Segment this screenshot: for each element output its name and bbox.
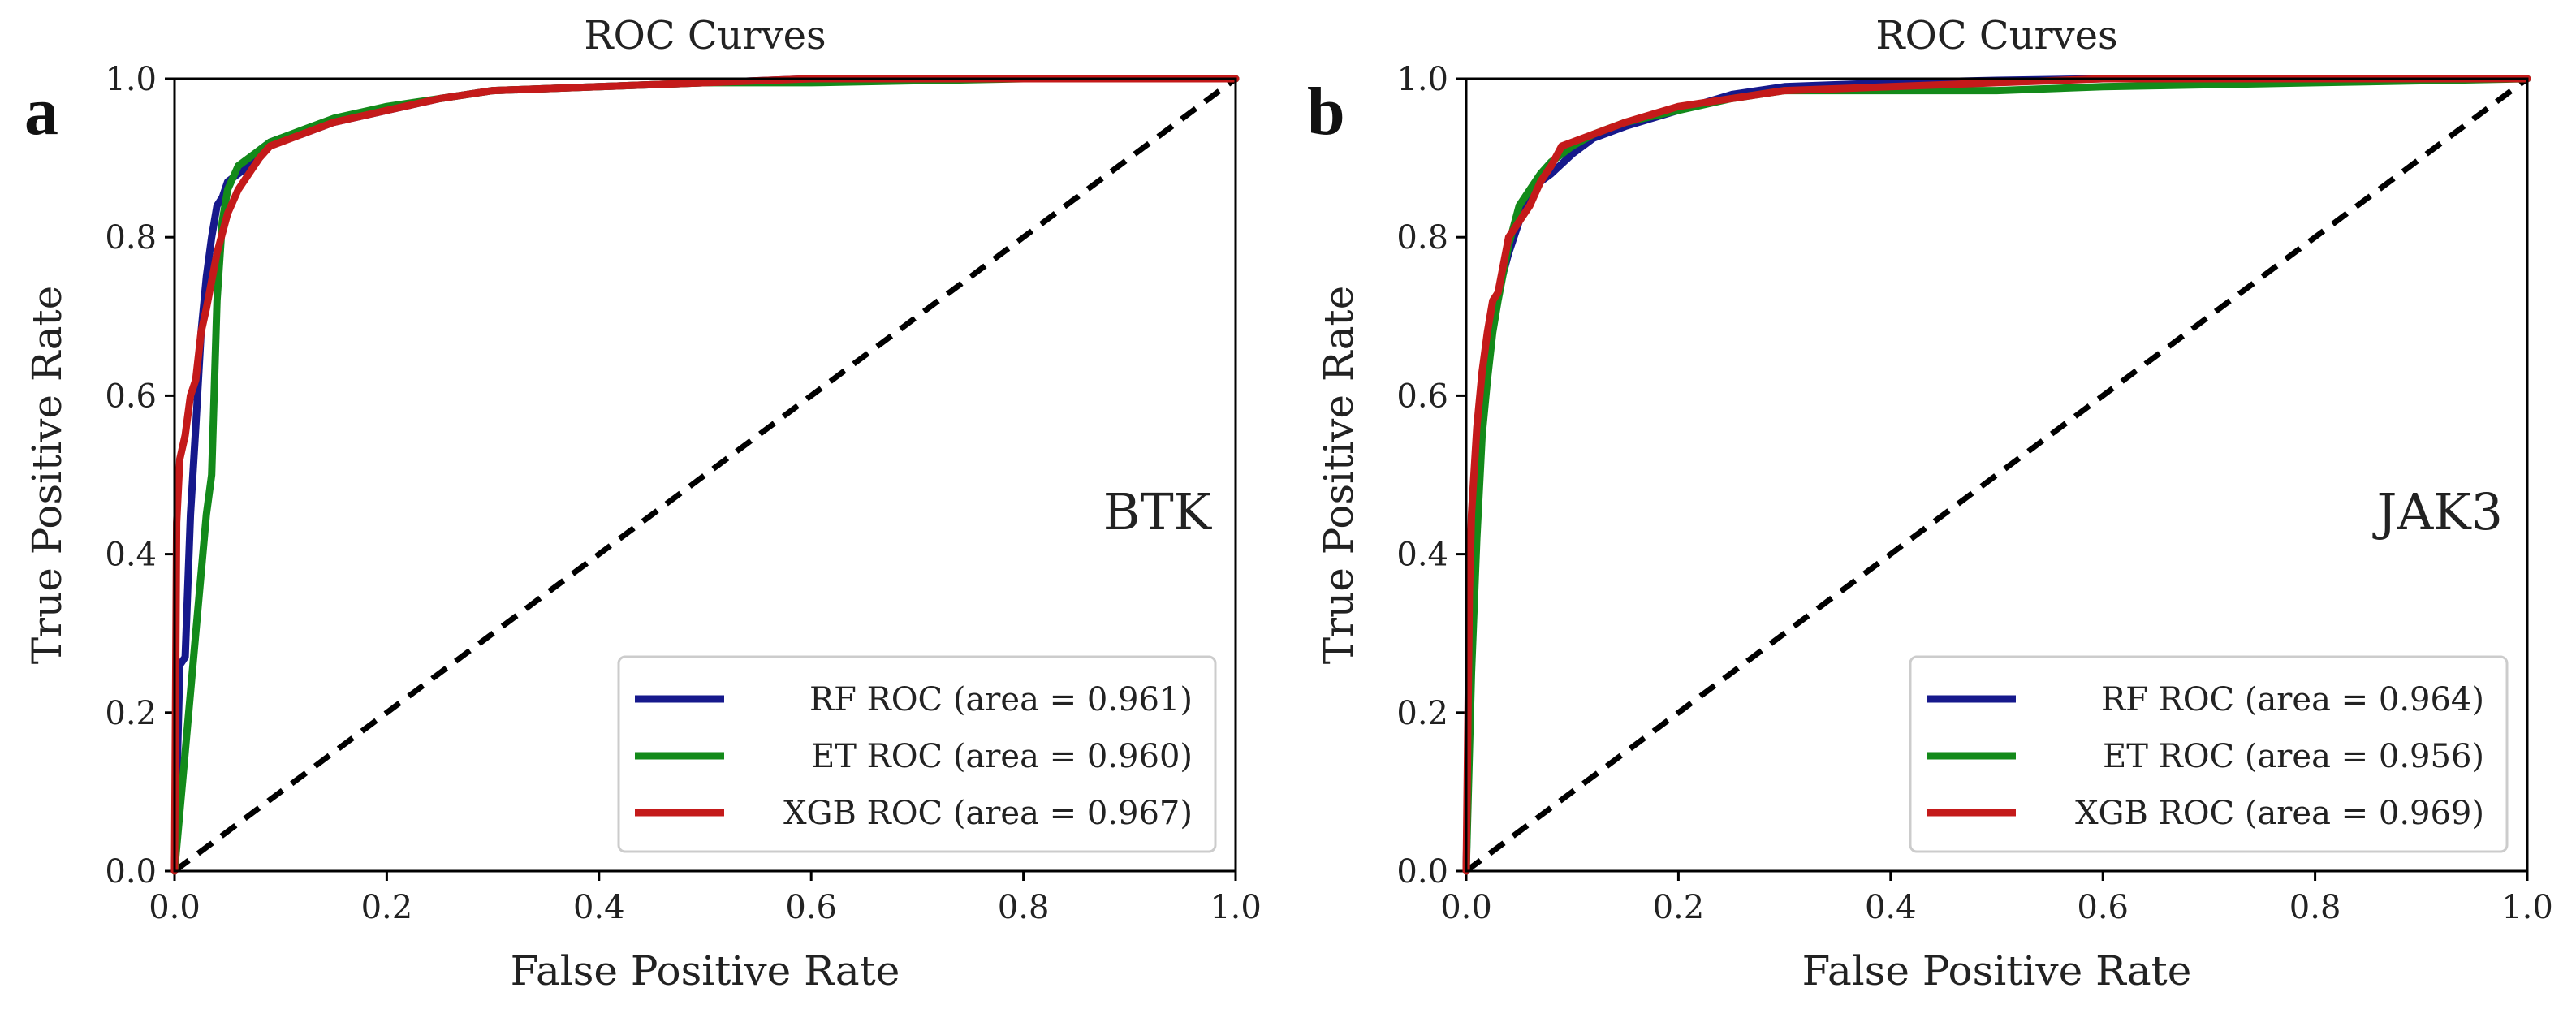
panel-letter: b bbox=[1307, 74, 1345, 149]
x-tick-label: 0.2 bbox=[361, 889, 413, 926]
x-axis-label: False Positive Rate bbox=[1802, 947, 2192, 994]
y-tick-label: 0.8 bbox=[105, 219, 157, 257]
chance-diagonal-line bbox=[1464, 76, 2530, 873]
legend-label-rf: RF ROC (area = 0.964) bbox=[2101, 681, 2484, 718]
y-axis-label: True Positive Rate bbox=[24, 286, 71, 664]
y-tick-label: 1.0 bbox=[105, 61, 157, 98]
y-tick-label: 0.0 bbox=[105, 853, 157, 891]
legend: RF ROC (area = 0.964) ET ROC (area = 0.95… bbox=[1909, 655, 2509, 853]
legend-label-rf: RF ROC (area = 0.961) bbox=[809, 681, 1193, 718]
legend-label-xgb: XGB ROC (area = 0.967) bbox=[783, 795, 1193, 832]
chart-title: ROC Curves bbox=[584, 13, 826, 58]
x-tick-label: 1.0 bbox=[2501, 889, 2553, 926]
y-tick-label: 0.2 bbox=[1396, 695, 1448, 732]
chance-diagonal-line bbox=[172, 76, 1238, 873]
y-tick-label: 0.0 bbox=[1396, 853, 1448, 891]
x-tick-label: 0.6 bbox=[785, 889, 837, 926]
roc-panel-b: ROC Curves b 0.0 0.2 0.4 0.6 0.8 1.0 0.0 0.2 0.4 0.… bbox=[1307, 13, 2553, 994]
legend-label-xgb: XGB ROC (area = 0.969) bbox=[2075, 795, 2484, 832]
y-tick-label: 0.4 bbox=[1396, 537, 1448, 574]
axes-frame bbox=[173, 77, 1237, 873]
y-tick-label: 0.4 bbox=[105, 537, 157, 574]
y-tick-label: 1.0 bbox=[1396, 61, 1448, 98]
x-tick-label: 0.8 bbox=[2289, 889, 2341, 926]
chart-title: ROC Curves bbox=[1875, 13, 2117, 58]
x-tick-label: 0.0 bbox=[1440, 889, 1492, 926]
x-tick-label: 0.4 bbox=[573, 889, 625, 926]
roc-curve-xgb bbox=[170, 75, 1240, 875]
legend-box bbox=[617, 655, 1217, 853]
roc-curve-xgb bbox=[1462, 75, 2531, 875]
x-axis-label: False Positive Rate bbox=[511, 947, 900, 994]
legend: RF ROC (area = 0.961) ET ROC (area = 0.96… bbox=[617, 655, 1217, 853]
y-tick-label: 0.8 bbox=[1396, 219, 1448, 257]
axes-frame bbox=[1465, 77, 2529, 873]
y-tick-label: 0.2 bbox=[105, 695, 157, 732]
y-tick-label: 0.6 bbox=[1396, 377, 1448, 415]
x-tick-label: 0.2 bbox=[1653, 889, 1705, 926]
y-axis-label: True Positive Rate bbox=[1315, 286, 1362, 664]
target-annotation: BTK bbox=[1103, 482, 1213, 541]
panel-letter: a bbox=[24, 74, 58, 149]
y-tick-label: 0.6 bbox=[105, 377, 157, 415]
target-annotation: JAK3 bbox=[2372, 482, 2503, 541]
legend-box bbox=[1909, 655, 2509, 853]
x-tick-label: 1.0 bbox=[1210, 889, 1262, 926]
x-tick-label: 0.8 bbox=[998, 889, 1050, 926]
x-tick-label: 0.6 bbox=[2077, 889, 2129, 926]
roc-panel-a: ROC Curves a 0.0 0.2 0.4 0.6 0.8 1.0 0.0 0.2 0.4 0.… bbox=[24, 13, 1262, 994]
x-tick-label: 0.0 bbox=[149, 889, 201, 926]
legend-label-et: ET ROC (area = 0.956) bbox=[2103, 738, 2484, 775]
legend-label-et: ET ROC (area = 0.960) bbox=[811, 738, 1193, 775]
x-tick-label: 0.4 bbox=[1865, 889, 1917, 926]
